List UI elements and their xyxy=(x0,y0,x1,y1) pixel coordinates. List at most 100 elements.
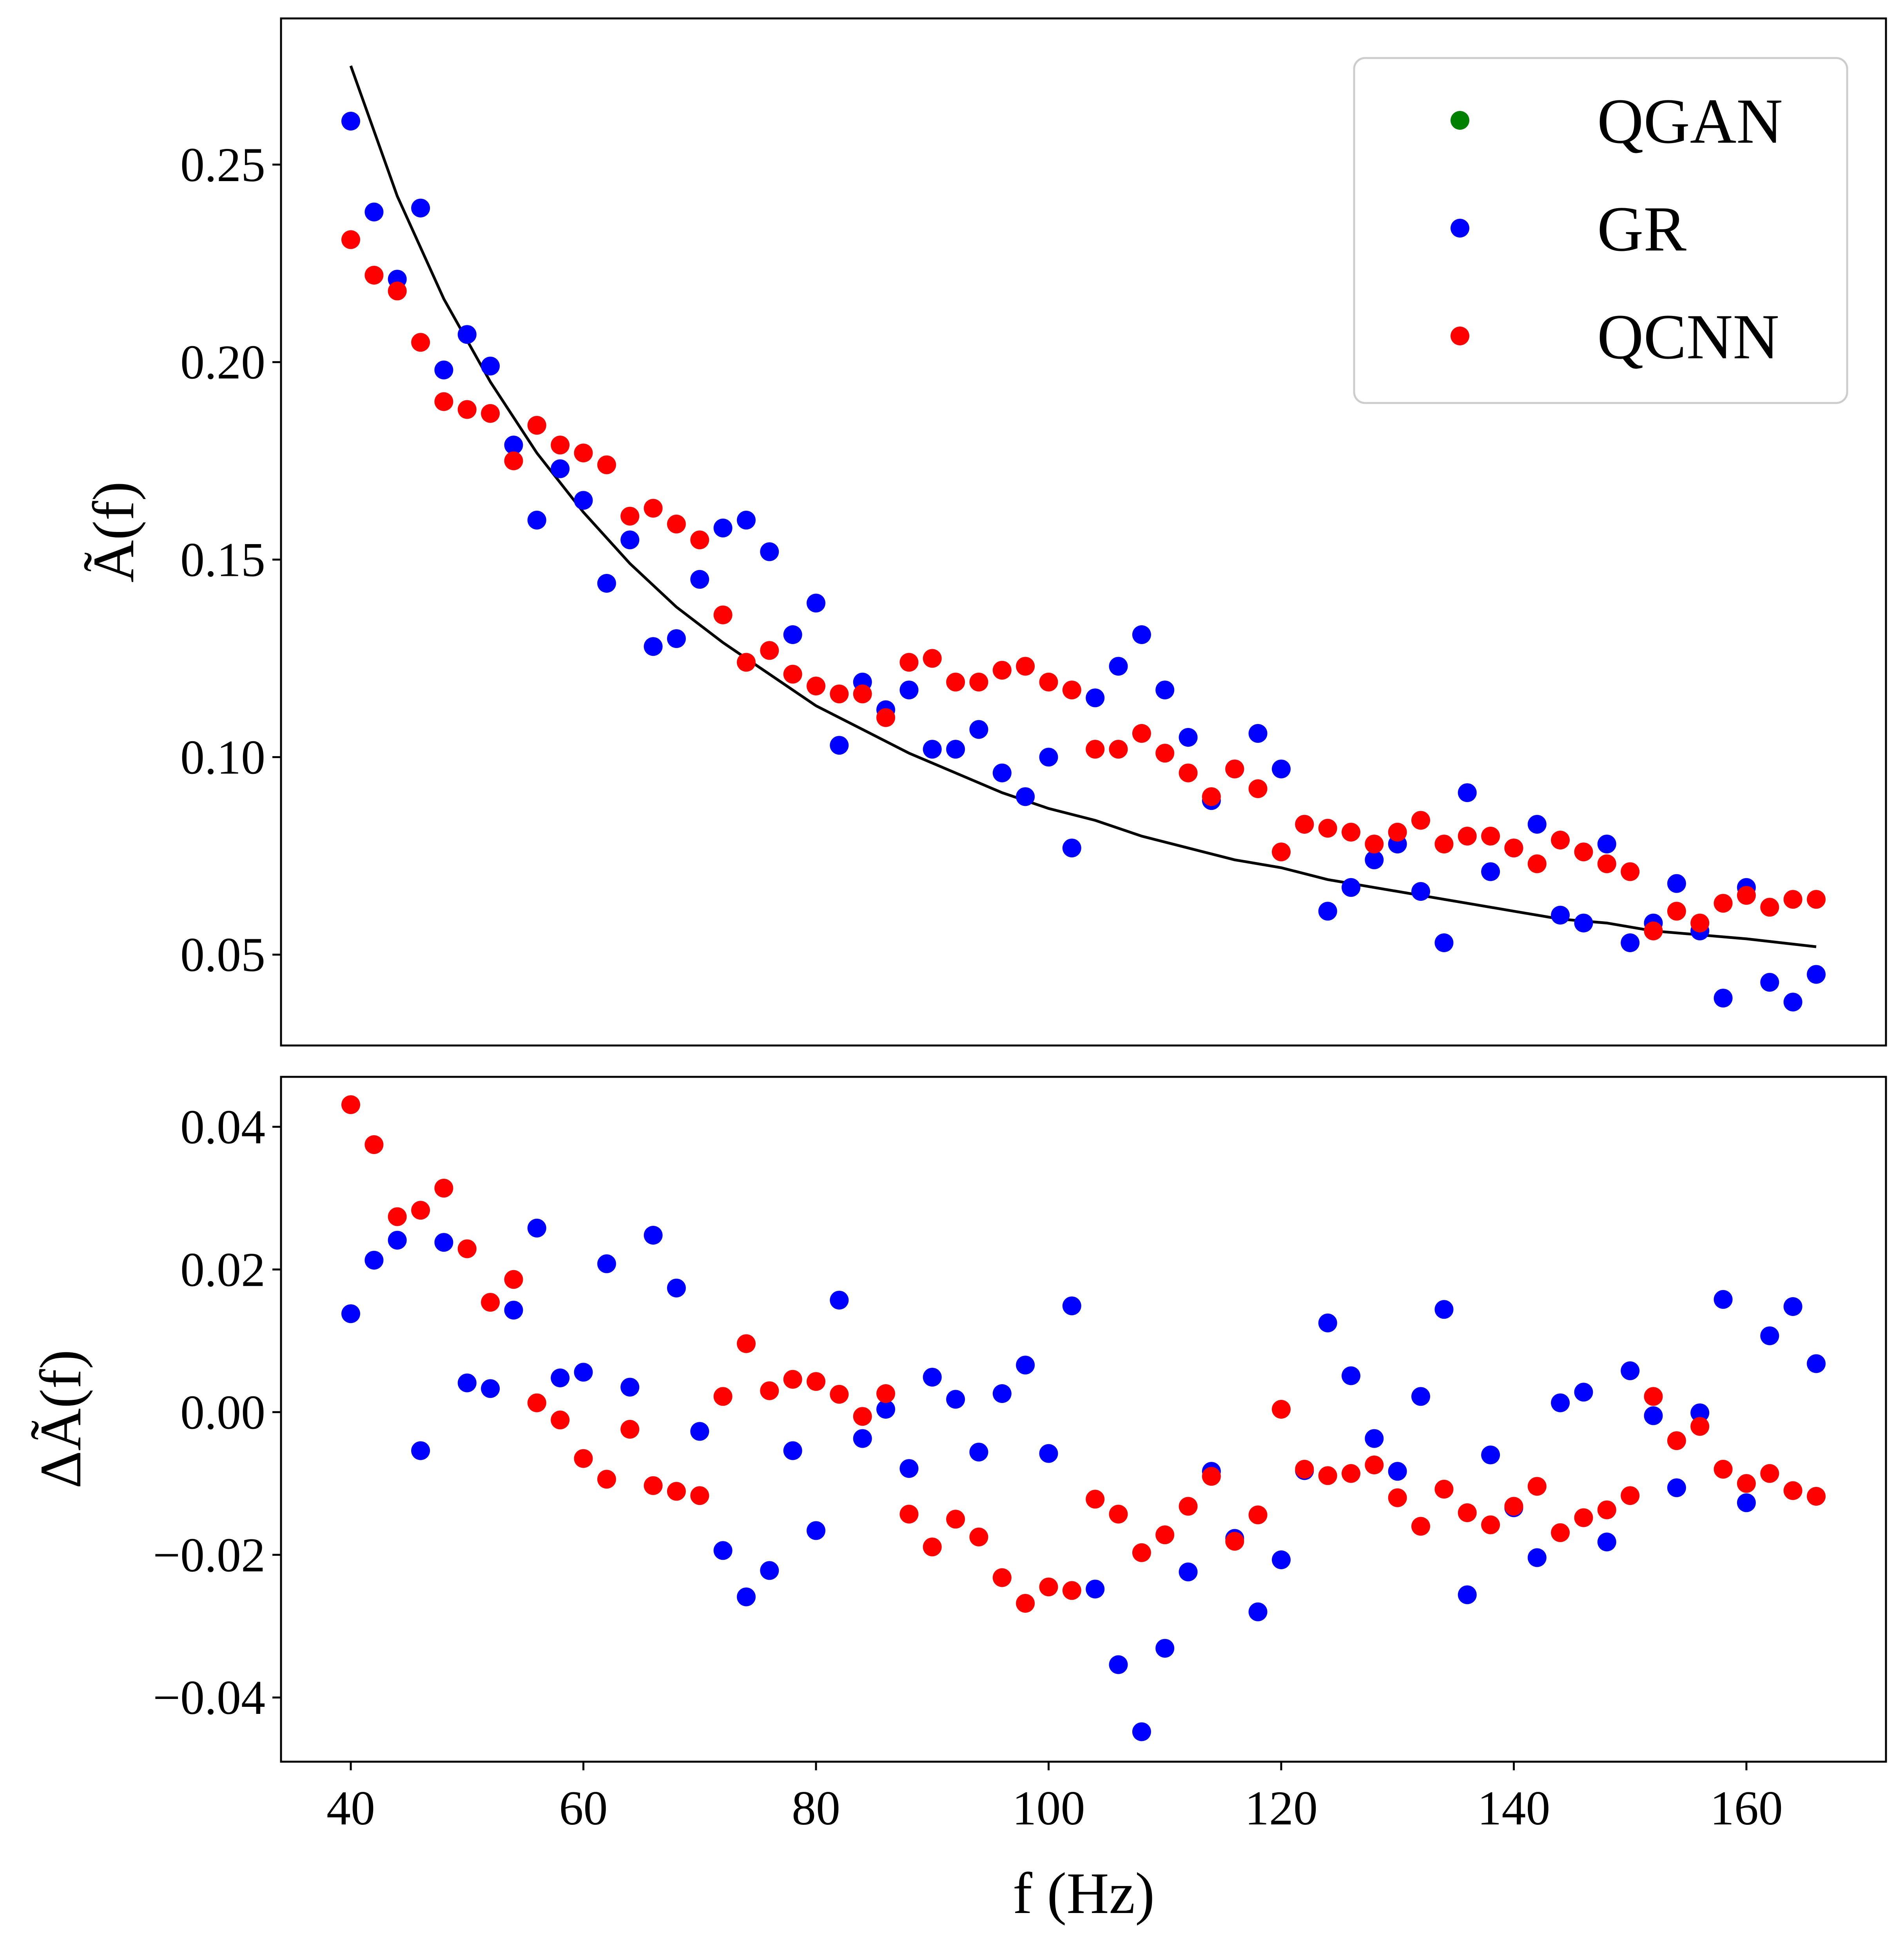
top-point-gr xyxy=(364,202,384,221)
top-point-gr xyxy=(690,570,709,589)
top-point-gr xyxy=(1434,933,1454,952)
bottom-point-qcnn xyxy=(1155,1525,1175,1545)
top-point-gr xyxy=(1132,625,1151,644)
bottom-point-qcnn xyxy=(1807,1487,1826,1506)
top-point-qcnn xyxy=(1248,779,1268,798)
bottom-point-gr xyxy=(876,1400,895,1419)
top-point-gr xyxy=(551,459,570,478)
bottom-point-qcnn xyxy=(1621,1486,1640,1505)
bottom-point-gr xyxy=(574,1363,593,1382)
top-point-qcnn xyxy=(1458,826,1477,846)
bottom-point-gr xyxy=(1155,1639,1175,1658)
top-point-qcnn xyxy=(504,451,523,470)
bottom-point-gr xyxy=(527,1218,546,1238)
top-point-qcnn xyxy=(574,443,593,463)
top-point-gr xyxy=(1155,681,1175,700)
x-tick-label: 60 xyxy=(559,1781,608,1835)
top-point-gr xyxy=(1458,783,1477,802)
top-point-gr xyxy=(1318,902,1337,921)
bottom-point-gr xyxy=(504,1301,523,1320)
bottom-point-qcnn xyxy=(853,1407,872,1426)
top-point-qcnn xyxy=(1365,835,1384,854)
top-point-gr xyxy=(923,740,942,759)
top-point-gr xyxy=(1760,973,1779,992)
bottom-point-qcnn xyxy=(1714,1459,1733,1479)
bottom-point-qcnn xyxy=(876,1384,895,1403)
bottom-point-qcnn xyxy=(923,1537,942,1557)
legend: QGAN GR QCNN xyxy=(1353,57,1848,404)
top-point-qcnn xyxy=(876,708,895,727)
bottom-point-gr xyxy=(551,1369,570,1387)
bottom-point-qcnn xyxy=(527,1393,546,1412)
top-data-points xyxy=(341,112,1826,1012)
top-point-qcnn xyxy=(853,684,872,704)
bottom-y-tick-label: −0.02 xyxy=(153,1528,265,1582)
bottom-point-gr xyxy=(1342,1366,1360,1385)
bottom-panel: −0.04 −0.02 0.00 0.02 0.04 40 60 80 100 120 140 16… xyxy=(28,1076,1887,1926)
bottom-point-gr xyxy=(713,1541,733,1560)
top-point-qcnn xyxy=(807,677,825,695)
top-point-qcnn xyxy=(1062,681,1081,700)
top-point-qcnn xyxy=(1760,898,1779,917)
bottom-point-qcnn xyxy=(830,1385,849,1404)
bottom-point-gr xyxy=(737,1587,756,1606)
top-point-gr xyxy=(1062,839,1081,858)
bottom-point-qcnn xyxy=(1458,1503,1477,1522)
bottom-point-qcnn xyxy=(1551,1523,1570,1542)
bottom-point-qcnn xyxy=(1132,1543,1151,1562)
top-point-qcnn xyxy=(760,641,779,660)
top-point-qcnn xyxy=(1155,744,1175,763)
top-point-qcnn xyxy=(341,230,360,249)
bottom-point-gr xyxy=(481,1379,500,1398)
bottom-point-gr xyxy=(1039,1444,1058,1463)
bottom-point-gr xyxy=(1597,1532,1616,1552)
top-point-gr xyxy=(992,763,1012,782)
bottom-point-qcnn xyxy=(760,1381,779,1400)
top-point-gr xyxy=(713,518,733,537)
bottom-point-qcnn xyxy=(1248,1505,1268,1525)
x-tick-label: 100 xyxy=(1012,1781,1085,1835)
bottom-point-gr xyxy=(1714,1290,1733,1309)
top-point-gr xyxy=(341,112,360,131)
bottom-point-gr xyxy=(969,1443,988,1462)
bottom-point-gr xyxy=(1411,1387,1430,1406)
bottom-point-qcnn xyxy=(1644,1387,1663,1406)
top-point-qcnn xyxy=(1342,822,1360,842)
bottom-y-ticks: −0.04 −0.02 0.00 0.02 0.04 xyxy=(153,1100,281,1724)
top-point-qcnn xyxy=(923,649,942,668)
top-point-qcnn xyxy=(1016,657,1035,676)
bottom-point-qcnn xyxy=(434,1178,453,1198)
bottom-point-gr xyxy=(1388,1462,1407,1481)
bottom-point-qcnn xyxy=(1481,1515,1500,1534)
bottom-point-qcnn xyxy=(620,1420,640,1439)
top-point-qcnn xyxy=(946,672,965,692)
top-point-qcnn xyxy=(899,653,919,672)
bottom-point-gr xyxy=(364,1251,384,1270)
top-point-qcnn xyxy=(1318,819,1337,838)
bottom-point-qcnn xyxy=(574,1449,593,1468)
bottom-point-gr xyxy=(1086,1579,1105,1599)
top-point-qcnn xyxy=(690,530,709,550)
bottom-point-gr xyxy=(1737,1493,1756,1512)
bottom-point-qcnn xyxy=(1737,1474,1756,1493)
bottom-point-gr xyxy=(667,1278,686,1298)
top-point-qcnn xyxy=(1272,842,1291,862)
top-point-gr xyxy=(1551,906,1570,925)
top-point-qcnn xyxy=(434,392,453,411)
top-y-axis-label: Ã(f) xyxy=(81,481,146,583)
legend-marker-qgan xyxy=(1451,111,1469,130)
top-y-ticks: 0.05 0.10 0.15 0.20 0.25 xyxy=(180,138,281,982)
top-point-qcnn xyxy=(1644,921,1663,940)
top-point-qcnn xyxy=(1225,759,1244,779)
top-point-qcnn xyxy=(364,266,384,285)
bottom-y-tick-label: 0.00 xyxy=(180,1385,265,1439)
bottom-point-gr xyxy=(690,1422,709,1441)
top-point-qcnn xyxy=(1551,831,1570,849)
top-point-gr xyxy=(899,681,919,700)
bottom-point-qcnn xyxy=(737,1334,756,1353)
bottom-point-qcnn xyxy=(713,1387,733,1406)
bottom-point-gr xyxy=(1109,1655,1128,1674)
top-point-gr xyxy=(1342,878,1360,897)
top-point-gr xyxy=(527,510,546,530)
bottom-point-gr xyxy=(620,1378,640,1397)
